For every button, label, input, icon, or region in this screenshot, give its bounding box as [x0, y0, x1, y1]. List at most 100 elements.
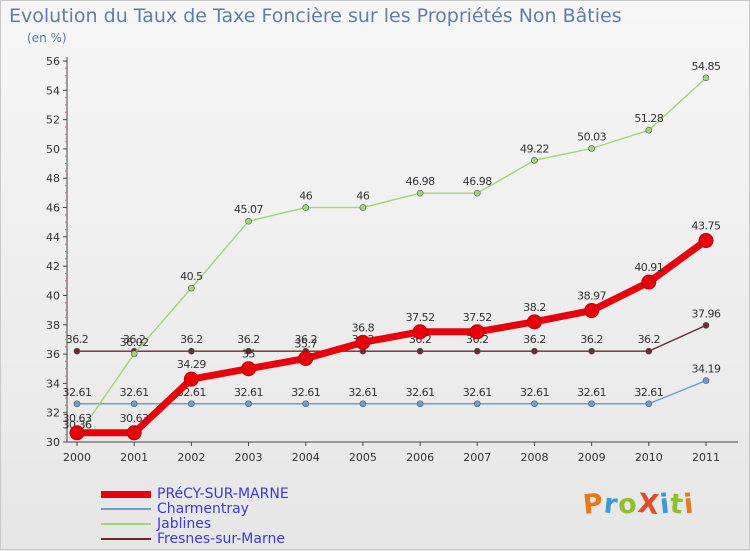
y-tick-label: 36 — [46, 348, 60, 361]
data-point — [416, 400, 424, 408]
data-point — [473, 400, 481, 408]
x-tick-label: 2005 — [349, 451, 377, 464]
series-line — [76, 379, 707, 405]
data-point — [416, 189, 424, 197]
data-point — [531, 347, 538, 355]
data-label: 35.7 — [294, 337, 317, 350]
data-point — [245, 217, 252, 225]
data-label: 37.52 — [463, 311, 492, 324]
x-tick-label: 2003 — [235, 451, 263, 464]
proxiti-logo: ProXiti — [581, 487, 696, 522]
data-point — [73, 400, 81, 408]
data-label: 32.61 — [63, 386, 92, 399]
data-point — [702, 377, 710, 384]
data-label: 36.2 — [294, 333, 317, 346]
series-line — [73, 237, 710, 437]
data-label: 37.96 — [692, 307, 721, 320]
legend-label: Charmentray — [157, 501, 249, 517]
y-tick-label: 32 — [46, 407, 60, 420]
x-tick-label: 2000 — [63, 451, 91, 464]
y-tick-label: 34 — [46, 377, 60, 390]
data-point — [645, 347, 653, 355]
y-tick-label: 50 — [46, 143, 60, 156]
data-label: 36.2 — [123, 333, 146, 346]
data-point — [641, 274, 657, 290]
data-point — [588, 145, 595, 152]
data-label: 36.8 — [352, 321, 375, 334]
data-point — [531, 157, 538, 164]
data-label: 32.61 — [406, 386, 435, 399]
y-tick-label: 48 — [46, 172, 60, 185]
data-label: 34.19 — [692, 363, 721, 376]
data-label: 32.61 — [520, 386, 549, 399]
data-point — [526, 314, 542, 330]
y-tick-label: 30 — [46, 436, 60, 449]
y-tick-label: 56 — [46, 55, 60, 68]
data-label: 32.61 — [577, 386, 606, 399]
x-tick-label: 2001 — [120, 451, 148, 464]
x-tick-label: 2006 — [406, 451, 434, 464]
data-label: 32.61 — [348, 386, 377, 399]
data-point — [69, 425, 85, 441]
data-point — [302, 204, 310, 211]
y-tick-label: 54 — [46, 84, 60, 97]
data-label: 36.2 — [237, 333, 260, 346]
x-tick-label: 2009 — [578, 451, 606, 464]
data-label: 36.02 — [120, 336, 149, 349]
data-point — [241, 361, 257, 377]
y-tick-label: 42 — [46, 260, 60, 273]
data-point — [588, 400, 595, 408]
data-label: 36.2 — [66, 333, 89, 346]
data-point — [412, 324, 428, 340]
data-label: 32.61 — [291, 386, 320, 399]
x-tick-label: 2010 — [635, 451, 663, 464]
data-point — [645, 126, 653, 134]
data-label: 30.63 — [120, 412, 149, 425]
series-line — [76, 324, 707, 352]
data-point — [245, 347, 252, 355]
data-point — [416, 347, 424, 355]
legend-swatch — [101, 523, 151, 525]
data-label: 35 — [242, 348, 255, 361]
data-label: 36.2 — [180, 333, 203, 346]
data-label: 40.5 — [180, 270, 203, 283]
data-label: 36.2 — [580, 333, 603, 346]
chart-title: Evolution du Taux de Taxe Foncière sur l… — [9, 5, 622, 27]
x-tick-label: 2011 — [692, 451, 720, 464]
data-label: 38.97 — [577, 290, 606, 303]
data-point — [130, 350, 138, 358]
data-label: 32.61 — [234, 386, 263, 399]
legend-swatch — [101, 508, 151, 510]
data-point — [73, 347, 81, 355]
data-point — [588, 347, 595, 355]
data-label: 46 — [356, 190, 369, 203]
data-point — [188, 400, 195, 408]
data-label: 32.61 — [634, 386, 663, 399]
data-point — [188, 347, 195, 355]
legend-label: Jablines — [157, 516, 212, 532]
data-point — [473, 189, 481, 197]
data-label: 30.63 — [63, 412, 92, 425]
data-label: 46 — [299, 190, 312, 203]
data-point — [702, 74, 710, 82]
data-point — [302, 400, 310, 408]
data-label: 43.75 — [692, 220, 721, 233]
data-label: 36.2 — [638, 333, 661, 346]
legend-swatch — [101, 490, 151, 498]
x-tick-label: 2002 — [177, 451, 205, 464]
data-point — [126, 425, 142, 441]
data-point — [473, 347, 481, 355]
y-tick-label: 44 — [46, 231, 60, 244]
x-tick-label: 2008 — [520, 451, 548, 464]
data-label: 40.91 — [634, 261, 663, 274]
data-point — [359, 204, 367, 211]
data-label: 50.03 — [577, 130, 606, 143]
data-point — [469, 324, 485, 340]
data-label: 46.98 — [463, 175, 492, 188]
chart-unit-label: (en %) — [27, 31, 67, 45]
data-label: 37.52 — [406, 311, 435, 324]
data-label: 49.22 — [520, 142, 549, 155]
data-point — [698, 233, 714, 249]
